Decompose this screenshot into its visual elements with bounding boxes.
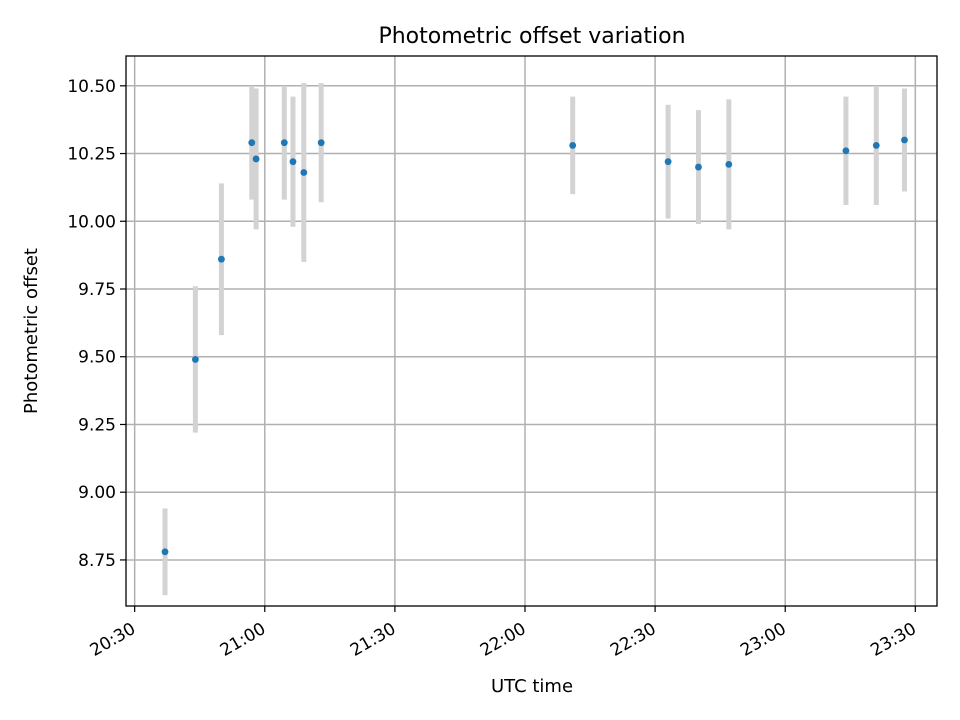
chart-title: Photometric offset variation (378, 24, 685, 49)
x-tick-label: 22:30 (607, 619, 659, 661)
data-point (725, 160, 733, 168)
data-point (289, 158, 297, 166)
x-tick-label: 20:30 (87, 619, 139, 661)
data-point (300, 169, 308, 176)
data-point (280, 139, 288, 147)
x-tick-label: 23:00 (737, 619, 789, 661)
data-point (872, 142, 880, 149)
y-tick-label: 10.50 (67, 77, 116, 97)
y-tick-label: 9.25 (78, 415, 116, 435)
data-point (218, 255, 225, 263)
y-axis-label: Photometric offset (21, 248, 42, 414)
x-tick-label: 23:30 (867, 619, 919, 661)
plot-frame (125, 55, 938, 607)
y-tick-label: 8.75 (78, 551, 116, 571)
data-point (842, 147, 850, 155)
data-point (161, 548, 169, 556)
y-tick-label: 10.25 (67, 145, 116, 165)
data-points (161, 136, 908, 556)
x-axis-label: UTC time (491, 676, 573, 697)
y-tick-label: 9.00 (78, 483, 116, 503)
data-point (901, 136, 908, 144)
data-point (252, 155, 260, 163)
y-tick-label: 9.50 (78, 348, 116, 368)
grid-lines (126, 56, 937, 606)
data-point (695, 163, 702, 171)
data-point (664, 158, 672, 166)
data-point (569, 142, 577, 149)
data-point (191, 356, 199, 363)
y-tick-label: 10.00 (67, 212, 116, 232)
x-tick-label: 22:00 (477, 619, 529, 661)
y-tick-label: 9.75 (78, 280, 116, 300)
y-axis-ticks: 8.75 9.00 9.25 9.50 9.75 10.00 10.25 10.50 (67, 77, 126, 571)
data-point (248, 139, 256, 147)
error-bars (162, 83, 907, 596)
x-tick-label: 21:00 (217, 619, 269, 661)
data-point (317, 139, 325, 147)
x-tick-label: 21:30 (347, 619, 399, 661)
x-axis-ticks: 20:30 21:00 21:30 22:00 22:30 23:00 23:30 (87, 606, 920, 661)
